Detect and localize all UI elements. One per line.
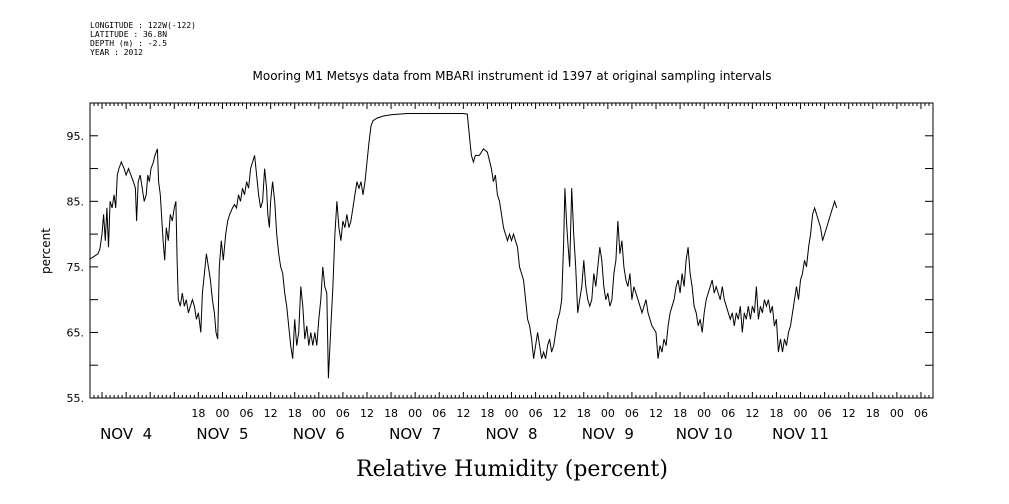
x-tick-label: 12 <box>745 407 759 420</box>
x-tick-label: 12 <box>842 407 856 420</box>
x-tick-label: 06 <box>721 407 735 420</box>
y-tick-label: 95. <box>67 130 85 143</box>
x-axis: 18 00 06 12 18 00 06 12 18 00 06 12 18 00 06 12 18 00 06 12… <box>191 407 928 420</box>
x-tick-label: 00 <box>215 407 229 420</box>
date-label: NOV 10 <box>676 425 733 443</box>
date-label: NOV 8 <box>485 425 537 443</box>
x-tick-label: 00 <box>794 407 808 420</box>
date-label: NOV 7 <box>389 425 441 443</box>
depth-text: DEPTH (m) : -2.5 <box>90 39 168 48</box>
date-label: NOV 5 <box>196 425 248 443</box>
x-tick-label: 18 <box>384 407 398 420</box>
plot-frame <box>89 102 934 399</box>
x-tick-label: 18 <box>288 407 302 420</box>
y-axis: 55. 65. 75. 85. 95. <box>67 102 933 405</box>
x-axis-label: Relative Humidity (percent) <box>356 457 668 482</box>
x-tick-label: 06 <box>336 407 350 420</box>
x-tick-label: 18 <box>577 407 591 420</box>
x-tick-label: 18 <box>191 407 205 420</box>
x-tick-label: 12 <box>456 407 470 420</box>
y-tick-label: 75. <box>67 261 85 274</box>
x-tick-label: 18 <box>866 407 880 420</box>
x-tick-label: 12 <box>553 407 567 420</box>
x-tick-label: 06 <box>529 407 543 420</box>
x-tick-label: 00 <box>312 407 326 420</box>
date-label: NOV 9 <box>582 425 634 443</box>
year-text: YEAR : 2012 <box>90 48 143 57</box>
x-tick-label: 06 <box>240 407 254 420</box>
x-tick-label: 18 <box>673 407 687 420</box>
x-tick-label: 06 <box>625 407 639 420</box>
x-tick-label: 12 <box>649 407 663 420</box>
x-tick-label: 06 <box>914 407 928 420</box>
latitude-text: LATITUDE : 36.8N <box>90 30 168 39</box>
date-label: NOV 4 <box>100 425 152 443</box>
x-tick-label: 00 <box>505 407 519 420</box>
x-tick-label: 00 <box>408 407 422 420</box>
chart-title: Mooring M1 Metsys data from MBARI instru… <box>253 69 772 83</box>
x-tick-label: 18 <box>480 407 494 420</box>
x-tick-label: 00 <box>697 407 711 420</box>
x-tick-label: 18 <box>769 407 783 420</box>
x-tick-label: 00 <box>890 407 904 420</box>
humidity-series-line <box>89 113 838 379</box>
metadata-block: LONGITUDE : 122W(-122) LATITUDE : 36.8N … <box>90 21 196 57</box>
y-tick-label: 55. <box>67 392 85 405</box>
x-tick-label: 06 <box>818 407 832 420</box>
x-tick-label: 00 <box>601 407 615 420</box>
x-tick-label: 06 <box>432 407 446 420</box>
y-tick-label: 65. <box>67 326 85 339</box>
y-tick-label: 85. <box>67 195 85 208</box>
date-label: NOV 11 <box>772 425 829 443</box>
x-tick-label: 12 <box>264 407 278 420</box>
longitude-text: LONGITUDE : 122W(-122) <box>90 21 196 30</box>
y-axis-label: percent <box>39 228 53 274</box>
axis-ticks <box>89 103 934 398</box>
date-label: NOV 6 <box>293 425 345 443</box>
date-labels: NOV 4 NOV 5 NOV 6 NOV 7 NOV 8 NOV 9 NOV 10 NOV … <box>100 425 829 443</box>
x-tick-label: 12 <box>360 407 374 420</box>
